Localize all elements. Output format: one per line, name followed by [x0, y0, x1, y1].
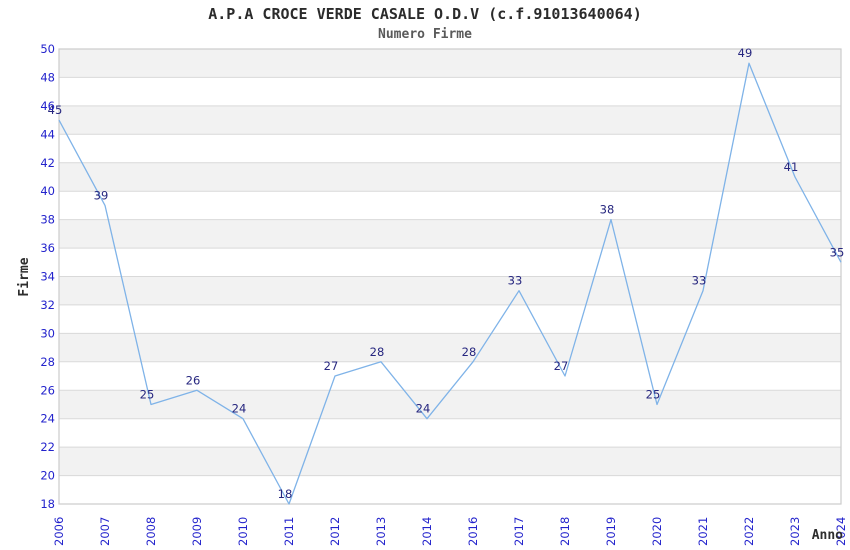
data-label: 38	[600, 203, 615, 217]
x-tick-label: 2006	[52, 517, 66, 546]
data-label: 35	[830, 245, 845, 259]
y-tick-label: 46	[40, 99, 55, 113]
y-tick-label: 50	[40, 42, 55, 56]
x-tick-label: 2011	[282, 517, 296, 546]
data-label: 26	[186, 373, 201, 387]
chart-title: A.P.A CROCE VERDE CASALE O.D.V (c.f.9101…	[208, 5, 642, 23]
plot-border	[58, 48, 842, 505]
y-tick-label: 26	[40, 383, 55, 397]
y-tick-label: 34	[40, 270, 55, 284]
chart-subtitle: Numero Firme	[378, 27, 472, 42]
y-tick-label: 18	[40, 497, 55, 511]
plot-band	[59, 333, 841, 362]
plot-band	[59, 49, 841, 78]
x-tick-label: 2022	[742, 517, 756, 546]
x-tick-label: 2016	[466, 517, 480, 546]
x-tick-label: 2010	[236, 517, 250, 546]
data-label: 49	[738, 46, 753, 60]
y-tick-label: 24	[40, 412, 55, 426]
plot-band	[59, 276, 841, 305]
x-axis-title: Anno	[812, 528, 843, 543]
plot-band	[59, 105, 841, 135]
data-label: 33	[692, 274, 707, 288]
data-label: 27	[324, 359, 339, 373]
x-tick-label: 2007	[98, 517, 112, 546]
y-axis-title: Firme	[17, 257, 32, 296]
x-tick-label: 2018	[558, 517, 572, 546]
data-label: 24	[232, 402, 247, 416]
y-tick-label: 42	[40, 156, 55, 170]
x-tick-label: 2017	[512, 517, 526, 546]
x-tick-label: 2014	[420, 517, 434, 546]
data-label: 25	[140, 388, 155, 402]
y-tick-label: 22	[40, 440, 55, 454]
x-tick-label: 2019	[604, 517, 618, 546]
data-label: 33	[508, 274, 523, 288]
y-tick-label: 36	[40, 241, 55, 255]
y-tick-label: 32	[40, 298, 55, 312]
plot-band	[59, 390, 841, 419]
data-label: 24	[416, 402, 431, 416]
series-line	[58, 62, 842, 505]
y-tick-label: 44	[40, 127, 55, 141]
y-tick-label: 30	[40, 326, 55, 340]
x-tick-label: 2020	[650, 517, 664, 546]
data-label: 18	[278, 487, 293, 501]
data-label: 25	[646, 388, 661, 402]
x-tick-label: 2012	[328, 517, 342, 546]
y-tick-label: 20	[40, 469, 55, 483]
x-tick-label: 2024	[834, 517, 848, 546]
x-tick-label: 2021	[696, 517, 710, 546]
y-tick-label: 48	[40, 70, 55, 84]
y-tick-label: 28	[40, 355, 55, 369]
x-tick-label: 2023	[788, 517, 802, 546]
data-label: 39	[94, 188, 109, 202]
data-label: 27	[554, 359, 569, 373]
x-tick-label: 2013	[374, 517, 388, 546]
plot-band	[59, 162, 841, 192]
y-tick-label: 38	[40, 213, 55, 227]
x-tick-label: 2008	[144, 517, 158, 546]
data-label: 28	[370, 345, 385, 359]
data-label: 28	[462, 345, 477, 359]
data-label: 45	[48, 103, 63, 117]
data-label: 41	[784, 160, 799, 174]
plot-band	[59, 219, 841, 248]
x-tick-label: 2009	[190, 517, 204, 546]
plot-band	[59, 447, 841, 476]
y-tick-label: 40	[40, 184, 55, 198]
